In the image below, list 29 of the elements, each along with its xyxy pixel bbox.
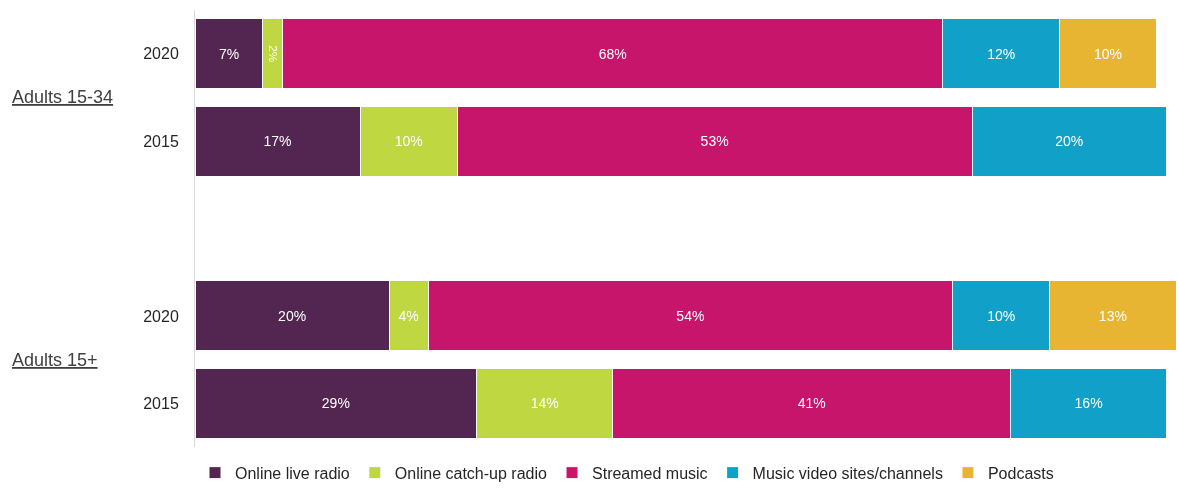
- text: Adults 15+: [12, 350, 98, 370]
- y-tick-label: 2015: [143, 394, 179, 412]
- data-label: 41%: [797, 395, 826, 412]
- data-label: 29%: [321, 395, 350, 412]
- legend-label: Online live radio: [235, 464, 350, 482]
- legend-label: Music video sites/channels: [752, 464, 943, 482]
- legend-label: Online catch-up radio: [394, 464, 548, 482]
- data-label: 10%: [394, 133, 423, 150]
- y-tick-label: 2020: [143, 307, 179, 325]
- text: Adults 15-34: [12, 87, 114, 107]
- data-label: 20%: [278, 307, 307, 324]
- data-label: 10%: [1093, 45, 1123, 62]
- data-label: 13%: [1098, 307, 1127, 324]
- data-label: 54%: [676, 307, 705, 324]
- data-label: 68%: [598, 45, 627, 62]
- legend-label: Streamed music: [592, 464, 708, 482]
- legend-label: Podcasts: [987, 464, 1054, 482]
- data-label: 2%: [266, 45, 280, 63]
- y-tick-label: 2015: [143, 132, 179, 150]
- data-label: 4%: [398, 307, 419, 324]
- y-tick-label: 2020: [143, 45, 179, 63]
- data-label: 16%: [1074, 395, 1103, 412]
- data-label: 7%: [218, 45, 240, 62]
- data-label: 17%: [263, 133, 292, 150]
- data-label: 14%: [530, 395, 559, 412]
- data-label: 12%: [987, 45, 1016, 62]
- data-label: 10%: [987, 307, 1016, 324]
- data-label: 20%: [1055, 133, 1084, 150]
- data-label: 53%: [700, 133, 729, 150]
